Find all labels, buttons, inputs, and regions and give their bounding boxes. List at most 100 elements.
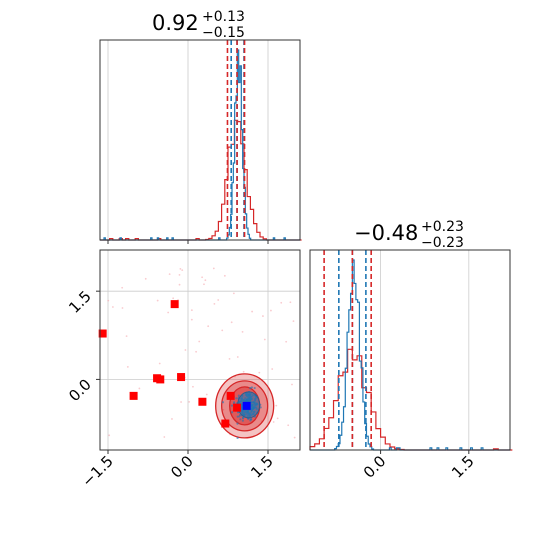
scatter-point-pink-21: [230, 321, 233, 324]
red-square-marker-5: [177, 373, 186, 382]
scatter-point-blue-18: [237, 394, 240, 397]
scatter-point-pink-36: [270, 309, 272, 312]
tick-label-right-x-2: 1.5: [448, 452, 478, 482]
title-param-1-minus: −0.15: [202, 25, 245, 41]
quantile-lines: [226, 40, 372, 450]
scatter-point-pink-7: [236, 356, 239, 358]
true-value-marker: [242, 401, 251, 410]
scatter-point-pink-23: [280, 301, 283, 304]
red-square-marker-1: [129, 391, 138, 400]
scatter-point-pink-28: [190, 318, 193, 321]
scatter-point-pink-52: [251, 310, 254, 313]
scatter-point-pink-68: [228, 357, 231, 360]
scatter-point-blue-223: [253, 386, 256, 390]
scatter-point-blue-205: [231, 411, 234, 414]
scatter-point-pink-20: [285, 340, 288, 343]
scatter-point-pink-65: [241, 331, 244, 333]
scatter-point-pink-3: [198, 340, 201, 343]
tick-label-joint-x-1: 0.0: [167, 452, 197, 482]
scatter-point-blue-201: [241, 419, 244, 422]
scatter-point-pink-63: [168, 273, 171, 276]
scatter-point-pink-18: [107, 299, 110, 302]
title-param-2-value: −0.48: [354, 221, 418, 245]
scatter-point-pink-22: [222, 408, 225, 411]
tick-label-joint-x-0: −1.5: [78, 452, 116, 490]
scatter-point-pink-30: [178, 273, 181, 276]
tick-label-joint-y-2: 1.5: [65, 287, 95, 317]
scatter-point-pink-11: [184, 349, 187, 351]
tick-label-joint-y-1: 0.0: [65, 376, 95, 406]
scatter-point-pink-47: [272, 421, 275, 423]
scatter-point-pink-12: [158, 362, 161, 365]
scatter-point-pink-37: [205, 393, 208, 396]
scatter-point-pink-2: [276, 417, 279, 420]
scatter-point-pink-46: [125, 335, 128, 337]
scatter-point-pink-41: [204, 279, 207, 282]
scatter-point-blue-81: [239, 418, 242, 421]
scatter-point-pink-14: [121, 286, 124, 289]
scatter-point-pink-69: [195, 350, 197, 353]
scatter-point-pink-9: [181, 269, 184, 272]
scatter-point-pink-58: [293, 436, 296, 439]
scatter-point-blue-219: [259, 406, 262, 409]
scatter-point-blue-211: [249, 419, 252, 422]
marginal-panel-param-2: [310, 250, 510, 450]
scatter-point-pink-57: [232, 292, 235, 295]
scatter-point-pink-35: [126, 366, 129, 368]
scatter-point-pink-40: [262, 315, 264, 317]
red-square-marker-0: [98, 329, 107, 338]
scatter-point-pink-10: [292, 320, 295, 323]
title-param-1-value: 0.92: [152, 11, 199, 35]
marginal-panel-param-1: [100, 40, 300, 240]
scatter-point-pink-25: [167, 311, 170, 314]
title-param-1-plus: +0.13: [202, 9, 245, 25]
histogram-blue-param-2: [310, 259, 510, 451]
scatter-point-pink-39: [258, 371, 261, 374]
scatter-point-pink-16: [192, 385, 194, 388]
scatter-point-blue-152: [236, 415, 239, 418]
scatter-point-pink-53: [121, 307, 124, 309]
red-square-marker-7: [221, 419, 230, 428]
tick-label-joint-x-2: 1.5: [247, 452, 277, 482]
scatter-point-pink-61: [201, 276, 204, 279]
red-square-marker-6: [198, 397, 207, 406]
title-param-2: −0.48 +0.23 −0.23: [354, 219, 464, 251]
joint-frame: [99, 249, 301, 451]
scatter-point-pink-4: [217, 299, 220, 301]
scatter-point-blue-180: [236, 422, 239, 425]
tick-label-right-x-1: 0.0: [360, 452, 390, 482]
marginal-frame-param-1: [99, 39, 301, 241]
joint-distribution: [98, 267, 296, 440]
scatter-point-blue-209: [235, 397, 238, 400]
scatter-point-pink-1: [207, 325, 210, 328]
red-square-marker-3: [156, 375, 165, 384]
scatter-point-pink-42: [223, 274, 226, 277]
scatter-point-pink-6: [287, 424, 290, 427]
scatter-point-blue-144: [236, 436, 239, 440]
scatter-point-blue-249: [232, 401, 236, 404]
scatter-point-pink-29: [203, 283, 205, 286]
scatter-point-pink-38: [178, 283, 181, 286]
scatter-point-blue-196: [249, 387, 252, 390]
scatter-point-pink-17: [212, 267, 215, 270]
scatter-point-pink-33: [172, 297, 175, 300]
grid-lines: [100, 40, 470, 450]
red-square-marker-4: [170, 300, 179, 309]
scatter-point-pink-27: [188, 400, 191, 403]
scatter-point-pink-45: [221, 329, 224, 332]
scatter-point-pink-15: [163, 436, 166, 438]
scatter-point-pink-8: [179, 268, 182, 270]
scatter-point-pink-50: [138, 387, 141, 390]
scatter-point-pink-64: [275, 404, 278, 407]
title-param-1: 0.92 +0.13 −0.15: [152, 9, 245, 41]
scatter-point-pink-62: [291, 383, 293, 386]
scatter-point-blue-186: [250, 386, 254, 389]
joint-panel: [100, 250, 300, 450]
scatter-point-blue-246: [241, 416, 244, 419]
scatter-point-pink-54: [263, 338, 266, 341]
scatter-point-pink-56: [180, 401, 182, 403]
scatter-point-pink-0: [108, 434, 111, 437]
scatter-point-pink-48: [156, 299, 159, 302]
red-square-marker-8: [226, 391, 235, 400]
